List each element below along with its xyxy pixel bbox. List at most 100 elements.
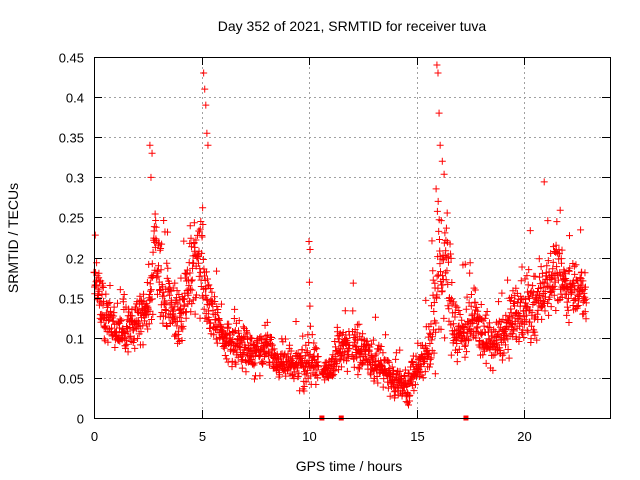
data-point: [577, 226, 585, 234]
data-point: [207, 296, 215, 304]
data-point: [563, 311, 571, 319]
x-tick-label: 20: [517, 429, 531, 444]
data-point: [553, 263, 561, 271]
data-point: [528, 308, 536, 316]
data-point: [385, 358, 393, 366]
data-point: [163, 259, 171, 267]
data-point: [437, 217, 445, 225]
data-point: [396, 376, 404, 384]
data-point: [120, 290, 128, 298]
data-point: [535, 255, 543, 263]
data-point: [482, 311, 490, 319]
x-tick-label: 10: [302, 429, 316, 444]
data-point: [454, 348, 462, 356]
data-point: [382, 331, 390, 339]
data-point: [489, 366, 497, 374]
data-point: [449, 320, 457, 328]
data-point: [203, 295, 211, 303]
data-point: [181, 274, 189, 282]
data-point: [358, 360, 366, 368]
data-point: [426, 360, 434, 368]
data-point: [233, 348, 241, 356]
data-point: [512, 284, 520, 292]
data-point: [128, 312, 136, 320]
data-point: [229, 347, 237, 355]
data-point: [331, 367, 339, 375]
data-point: [157, 245, 165, 253]
data-point: [191, 243, 199, 251]
data-point: [186, 285, 194, 293]
data-point: [230, 328, 238, 336]
data-point: [435, 236, 443, 244]
y-tick-label: 0.4: [66, 91, 84, 106]
data-point: [528, 322, 536, 330]
data-point: [408, 357, 416, 365]
data-point: [443, 267, 451, 275]
data-point: [200, 69, 208, 77]
data-point: [558, 246, 566, 254]
y-tick-label: 0.05: [59, 372, 84, 387]
data-point: [544, 282, 552, 290]
data-point: [312, 344, 320, 352]
data-point: [582, 315, 590, 323]
data-point: [447, 351, 455, 359]
data-point: [428, 333, 436, 341]
data-point: [268, 333, 276, 341]
data-point: [553, 218, 561, 226]
data-point: [565, 267, 573, 275]
data-point: [281, 335, 289, 343]
data-point: [269, 341, 277, 349]
x-axis-label: GPS time / hours: [296, 458, 403, 474]
data-point: [432, 319, 440, 327]
data-point: [500, 336, 508, 344]
data-point: [206, 285, 214, 293]
data-point: [146, 307, 154, 315]
data-point: [294, 364, 302, 372]
data-point: [124, 348, 132, 356]
data-point: [438, 157, 446, 165]
data-point: [390, 366, 398, 374]
data-point: [447, 250, 455, 258]
data-point: [429, 276, 437, 284]
data-point: [369, 336, 377, 344]
data-point: [509, 325, 517, 333]
data-point: [560, 276, 568, 284]
data-point: [500, 349, 508, 357]
data-point: [441, 334, 449, 342]
data-point: [455, 306, 463, 314]
data-point: [429, 267, 437, 275]
data-point: [282, 372, 290, 380]
data-point: [526, 294, 534, 302]
data-point: [446, 240, 454, 248]
data-point: [520, 334, 528, 342]
data-point: [442, 224, 450, 232]
data-point: [302, 378, 310, 386]
data-point: [538, 269, 546, 277]
data-point: [341, 307, 349, 315]
data-point: [235, 317, 243, 325]
data-point: [433, 61, 441, 69]
data-point: [443, 209, 451, 217]
data-point: [438, 287, 446, 295]
data-point: [256, 334, 264, 342]
data-point: [163, 323, 171, 331]
data-point: [465, 335, 473, 343]
data-point: [256, 372, 264, 380]
data-point: [522, 299, 530, 307]
data-point: [442, 247, 450, 255]
data-point: [184, 291, 192, 299]
data-point: [331, 353, 339, 361]
data-point: [545, 293, 553, 301]
data-point: [157, 266, 165, 274]
data-point: [353, 329, 361, 337]
data-point: [365, 347, 373, 355]
data-point: [205, 307, 213, 315]
data-point: [250, 375, 258, 383]
data-point: [461, 260, 469, 268]
data-point: [305, 278, 313, 286]
data-point: [390, 388, 398, 396]
data-point: [202, 291, 210, 299]
data-point: [428, 336, 436, 344]
data-point: [213, 303, 221, 311]
data-point: [287, 347, 295, 355]
